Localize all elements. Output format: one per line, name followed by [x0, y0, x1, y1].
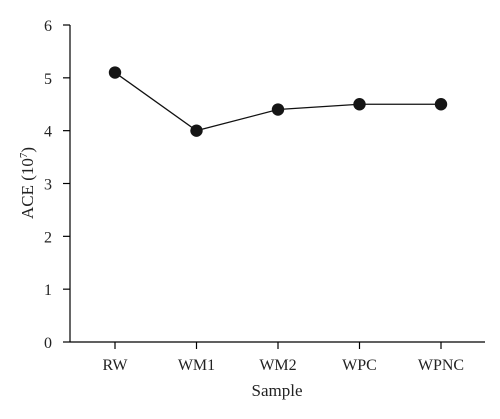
series-line — [114, 72, 441, 132]
data-point-wpnc — [434, 98, 448, 111]
y-tick-label-5: 5 — [44, 71, 52, 88]
y-tick-label-4: 4 — [44, 124, 52, 141]
x-tick-label-wm2: WM2 — [259, 357, 296, 374]
data-point-wpc — [353, 98, 366, 111]
data-point-wm1 — [190, 124, 203, 137]
x-tick-label-wpc: WPC — [342, 357, 377, 374]
data-points — [108, 66, 448, 137]
data-point-rw — [108, 66, 122, 79]
y-axis-title-close: ) — [18, 147, 37, 153]
x-tick-label-rw: RW — [103, 357, 129, 374]
y-tick-label-3: 3 — [44, 177, 52, 194]
plot-area — [69, 25, 485, 343]
y-axis-title-exponent: 7 — [18, 152, 30, 158]
data-point-wm2 — [271, 103, 285, 116]
x-axis-title: Sample — [252, 381, 303, 400]
y-axis-title-base: ACE (10 — [18, 158, 37, 219]
y-axis-ticks: 0 1 2 3 4 5 6 — [44, 18, 70, 352]
y-tick-label-6: 6 — [44, 18, 52, 35]
y-tick-label-0: 0 — [44, 335, 52, 352]
x-axis-ticks: RW WM1 WM2 WPC WPNC — [103, 342, 464, 374]
y-axis-title: ACE (107) — [18, 147, 37, 219]
y-tick-label-1: 1 — [44, 282, 52, 299]
x-tick-label-wm1: WM1 — [178, 357, 215, 374]
y-tick-label-2: 2 — [44, 229, 52, 246]
x-tick-label-wpnc: WPNC — [418, 357, 464, 374]
